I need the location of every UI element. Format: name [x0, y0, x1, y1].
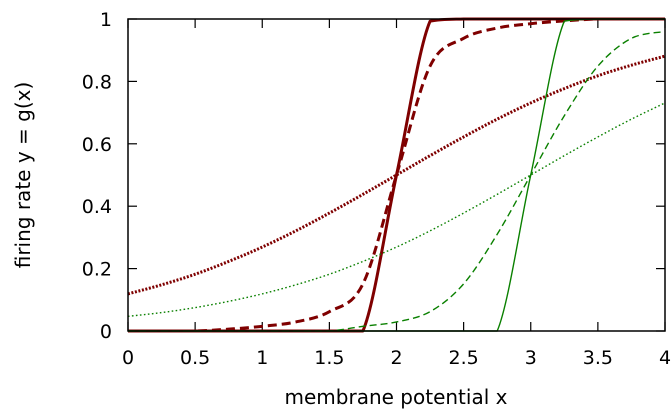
x-tick-label: 4 — [659, 347, 671, 369]
x-tick-label: 3.5 — [583, 347, 613, 369]
series-line-1 — [128, 17, 665, 333]
x-tick-label: 3 — [525, 347, 537, 369]
y-tick-label: 0.2 — [82, 259, 112, 281]
x-tick-label: 2.5 — [449, 347, 479, 369]
x-axis-label: membrane potential x — [285, 385, 508, 409]
y-tick-label: 1 — [100, 9, 112, 31]
x-tick-label: 1 — [256, 347, 268, 369]
x-tick-label: 0.5 — [180, 347, 210, 369]
y-tick-label: 0 — [100, 321, 112, 343]
y-tick-label: 0.4 — [82, 196, 112, 218]
y-tick-label: 0.6 — [82, 134, 112, 156]
plot-frame — [127, 18, 666, 332]
x-tick-label: 1.5 — [314, 347, 344, 369]
x-tick-label: 0 — [122, 347, 134, 369]
y-tick-label: 0.8 — [82, 71, 112, 93]
x-tick-label: 2 — [390, 347, 402, 369]
y-tick-labels: 0 0.2 0.4 0.6 0.8 1 — [82, 9, 112, 343]
series-line-3 — [127, 54, 666, 296]
series-line-6 — [127, 102, 666, 318]
y-axis-label: firing rate y = g(x) — [11, 82, 35, 269]
x-tick-labels: 0 0.5 1 1.5 2 2.5 3 3.5 4 — [122, 347, 671, 369]
series-curves — [127, 17, 666, 333]
